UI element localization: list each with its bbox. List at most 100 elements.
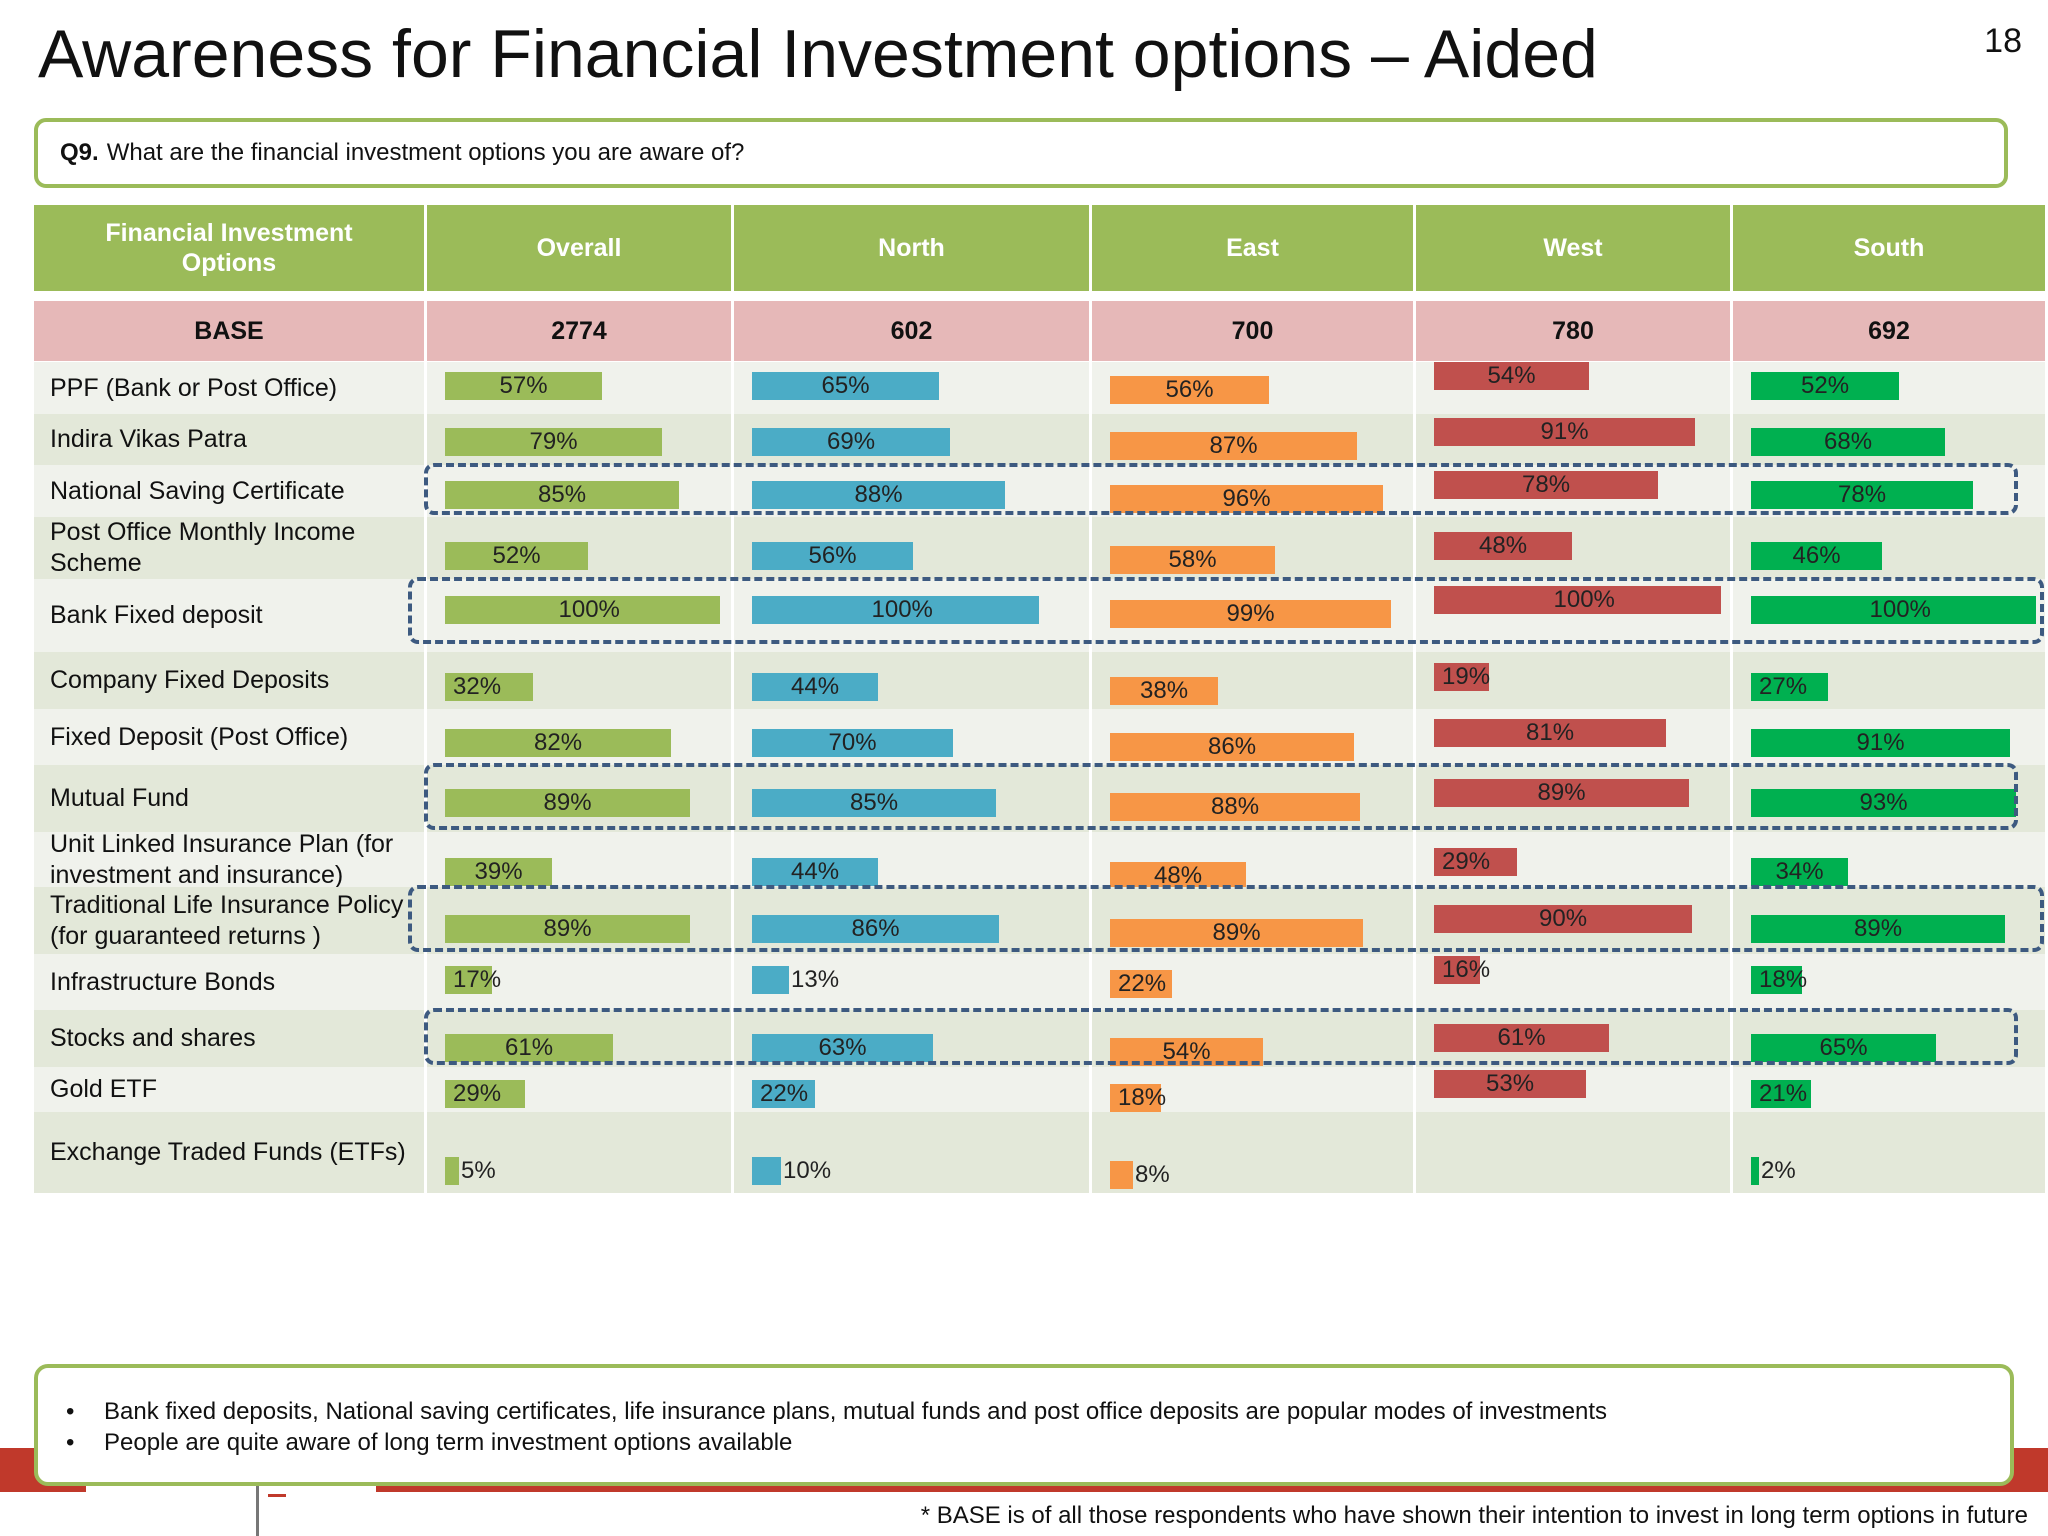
data-label: 61%	[1497, 1024, 1546, 1051]
value-cell: 57%	[427, 362, 734, 414]
value-cell: 65%	[734, 362, 1092, 414]
bar-west	[1434, 719, 1666, 747]
bar-west	[1434, 471, 1658, 499]
bar-east	[1110, 919, 1363, 947]
bar-west	[1434, 362, 1589, 390]
data-label: 46%	[1792, 542, 1841, 569]
logo-mark-accent	[268, 1494, 286, 1497]
value-cell: 18%	[1733, 954, 2048, 1010]
value-cell: 8%	[1092, 1112, 1416, 1193]
value-cell: 48%	[1416, 517, 1733, 579]
bar-overall	[445, 372, 602, 400]
data-label: 48%	[1479, 532, 1528, 559]
category-label: Indira Vikas Patra	[34, 414, 427, 465]
category-label: PPF (Bank or Post Office)	[34, 362, 427, 414]
category-label: Mutual Fund	[34, 765, 427, 832]
base-overall: 2774	[427, 301, 734, 361]
bar-south	[1751, 858, 1848, 886]
bar-north	[752, 542, 913, 570]
data-label: 87%	[1209, 432, 1258, 459]
value-cell: 89%	[427, 887, 734, 954]
value-cell: 38%	[1092, 652, 1416, 709]
data-label: 32%	[453, 673, 502, 700]
bar-south	[1751, 596, 2036, 624]
bar-north	[752, 789, 996, 817]
base-row: BASE 2774 602 700 780 692	[34, 301, 2048, 361]
bar-east	[1110, 546, 1275, 574]
bar-east	[1110, 733, 1354, 761]
bar-west	[1434, 663, 1489, 691]
value-cell: 90%	[1416, 887, 1733, 954]
value-cell: 44%	[734, 652, 1092, 709]
category-label: Traditional Life Insurance Policy (for g…	[34, 887, 427, 954]
bar-south	[1751, 1034, 1936, 1062]
value-cell: 5%	[427, 1112, 734, 1193]
data-label: 17%	[453, 966, 502, 993]
data-label: 52%	[492, 542, 541, 569]
data-label: 99%	[1226, 600, 1275, 627]
value-cell: 79%	[427, 414, 734, 465]
value-cell: 29%	[1416, 832, 1733, 887]
value-cell: 89%	[1733, 887, 2048, 954]
value-cell: 100%	[427, 579, 734, 652]
value-cell: 61%	[1416, 1010, 1733, 1067]
bar-north	[752, 1034, 933, 1062]
table-row: Company Fixed Deposits 32% 44% 38% 19% 27%	[34, 652, 2048, 709]
header-west: West	[1416, 205, 1733, 291]
value-cell: 85%	[734, 765, 1092, 832]
data-label: 70%	[828, 729, 877, 756]
value-cell: 44%	[734, 832, 1092, 887]
bar-west	[1434, 532, 1572, 560]
bar-west	[1434, 905, 1692, 933]
data-label: 18%	[1118, 1084, 1167, 1111]
data-label: 100%	[1553, 586, 1615, 613]
bar-west	[1434, 956, 1480, 984]
value-cell: 81%	[1416, 709, 1733, 765]
bar-overall	[445, 915, 690, 943]
data-label: 48%	[1154, 862, 1203, 889]
data-label: 96%	[1222, 485, 1271, 512]
value-cell: 65%	[1733, 1010, 2048, 1067]
value-cell: 93%	[1733, 765, 2048, 832]
bar-overall	[445, 729, 671, 757]
data-label: 21%	[1759, 1080, 1808, 1107]
bar-overall	[445, 596, 720, 624]
value-cell: 87%	[1092, 414, 1416, 465]
bar-west	[1434, 779, 1689, 807]
data-label: 89%	[1537, 779, 1586, 806]
value-cell: 54%	[1092, 1010, 1416, 1067]
data-label: 100%	[558, 596, 620, 623]
value-cell: 86%	[1092, 709, 1416, 765]
bar-south	[1751, 542, 1882, 570]
bar-east	[1110, 485, 1383, 513]
value-cell: 88%	[734, 465, 1092, 517]
data-label: 68%	[1824, 428, 1873, 455]
base-label: BASE	[34, 301, 427, 361]
value-cell: 53%	[1416, 1067, 1733, 1112]
data-label: 63%	[818, 1034, 867, 1061]
header-overall: Overall	[427, 205, 734, 291]
data-label: 58%	[1168, 546, 1217, 573]
bar-overall	[445, 1080, 525, 1108]
value-cell: 39%	[427, 832, 734, 887]
data-label: 82%	[534, 729, 583, 756]
bar-overall	[445, 428, 662, 456]
value-cell: 19%	[1416, 652, 1733, 709]
category-label: Bank Fixed deposit	[34, 579, 427, 652]
data-label: 22%	[760, 1080, 809, 1107]
category-label: Unit Linked Insurance Plan (for investme…	[34, 830, 427, 889]
data-label: 65%	[821, 372, 870, 399]
category-label: Infrastructure Bonds	[34, 954, 427, 1010]
data-label: 90%	[1539, 905, 1588, 932]
bar-south	[1751, 428, 1945, 456]
bar-west	[1434, 418, 1695, 446]
table-row: Traditional Life Insurance Policy (for g…	[34, 887, 2048, 954]
bar-north	[752, 915, 999, 943]
bar-overall	[445, 1034, 613, 1062]
value-cell: 89%	[427, 765, 734, 832]
table-row: Indira Vikas Patra 79% 69% 87% 91% 68%	[34, 414, 2048, 465]
value-cell: 96%	[1092, 465, 1416, 517]
category-label: Fixed Deposit (Post Office)	[34, 709, 427, 765]
bar-south	[1751, 1080, 1811, 1108]
data-label: 78%	[1522, 471, 1571, 498]
